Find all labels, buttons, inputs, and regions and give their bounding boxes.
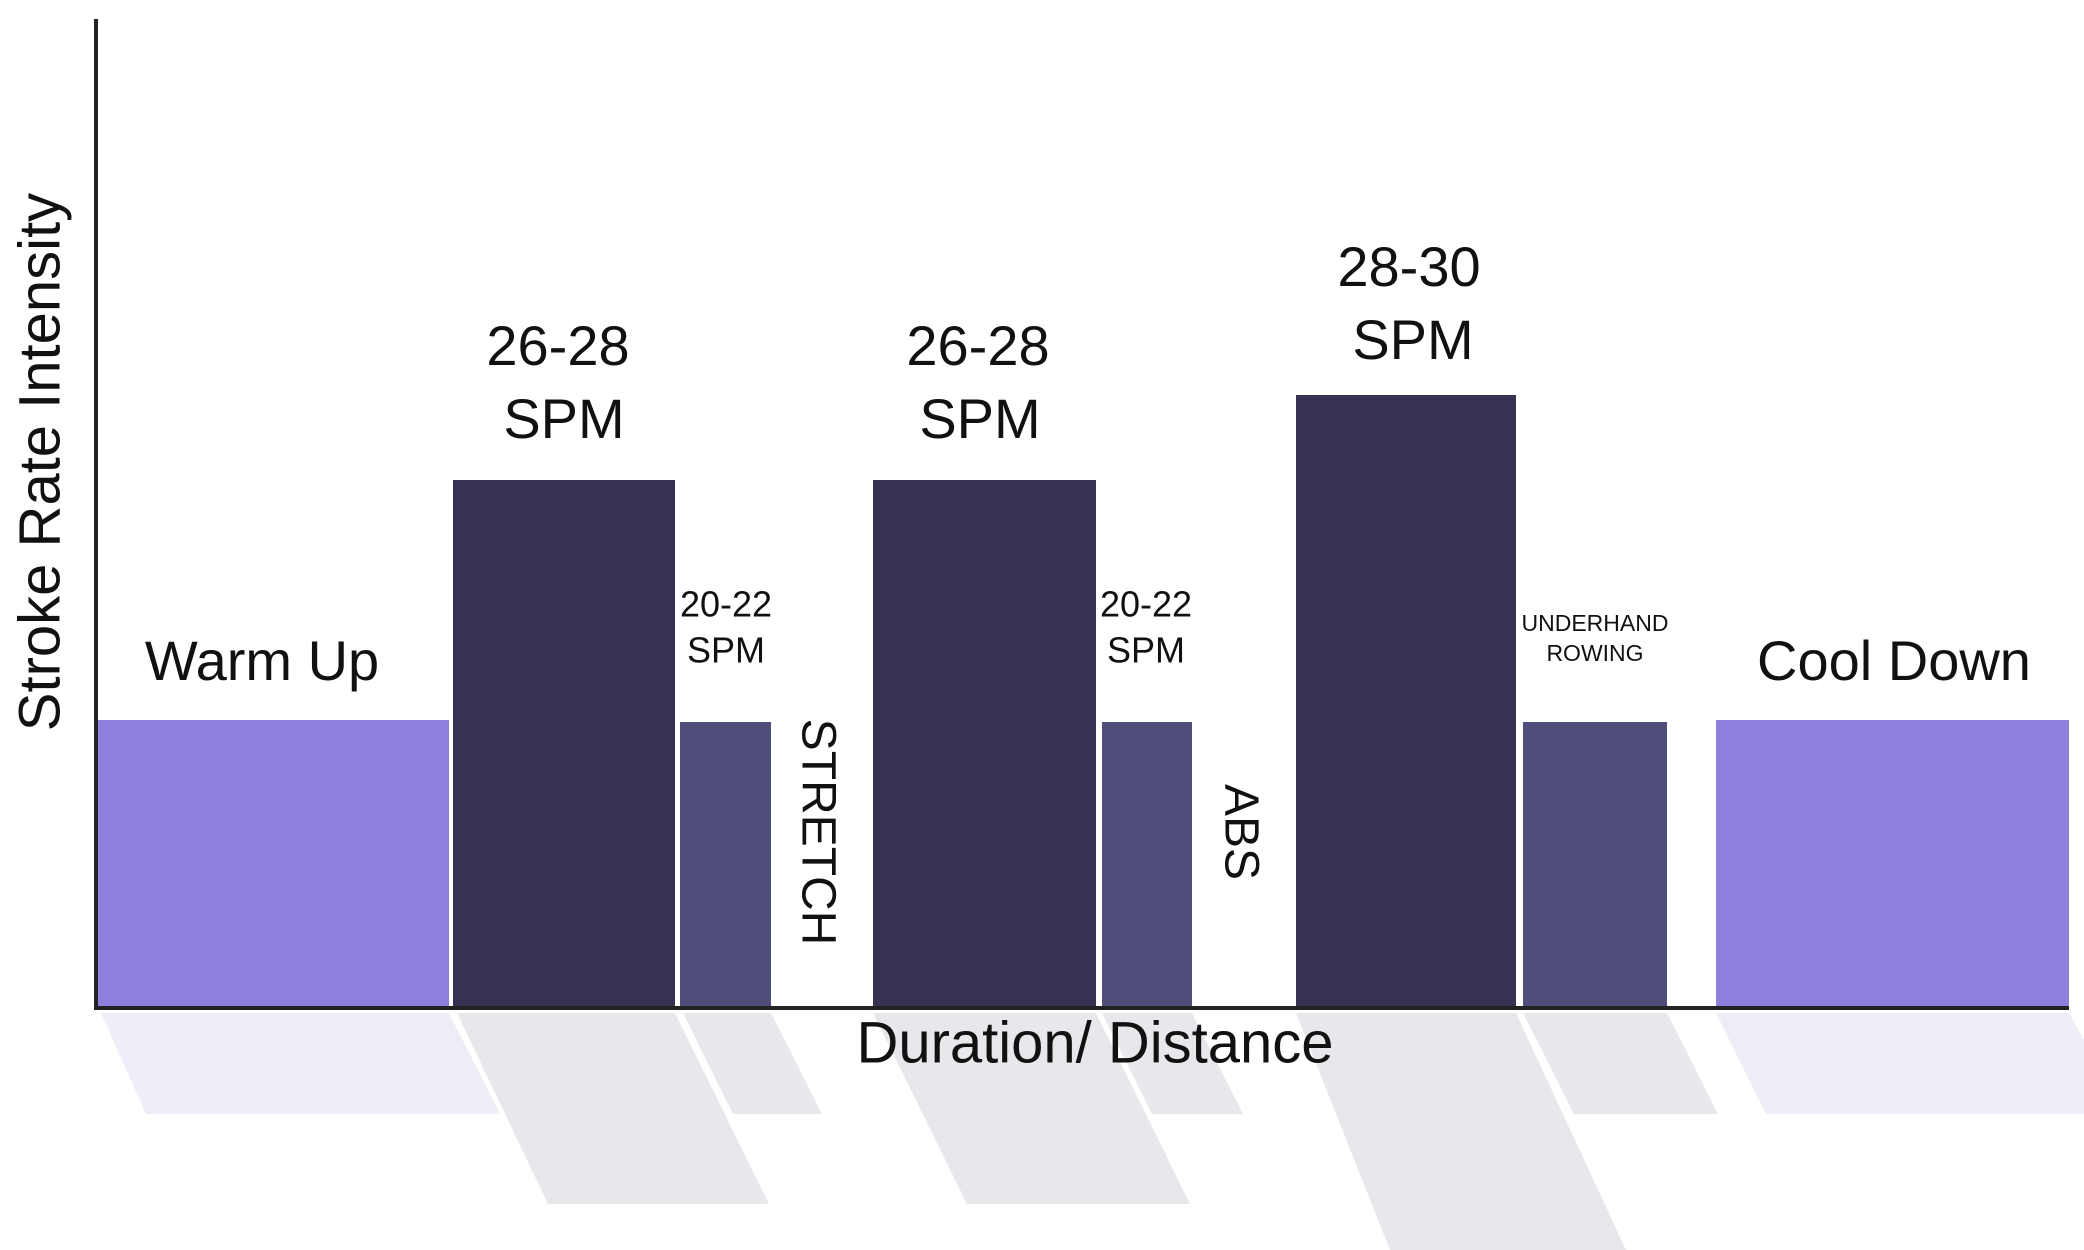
block-label: SPM: [1352, 308, 1473, 371]
block-label: 28-30: [1337, 235, 1480, 298]
shadow: [457, 1013, 769, 1204]
interval-block: [453, 480, 675, 1007]
rest-block: [680, 722, 771, 1007]
rest-block: [1523, 722, 1667, 1007]
shadows: [101, 1013, 2084, 1250]
block-label: SPM: [1107, 630, 1185, 671]
shadow: [1523, 1013, 1718, 1114]
block-label: 20-22: [1100, 584, 1192, 625]
rest-block: [1102, 722, 1192, 1007]
shadow: [101, 1013, 500, 1114]
block-label: ROWING: [1546, 640, 1643, 666]
y-axis-title: Stroke Rate Intensity: [7, 193, 72, 731]
blocks: [96, 395, 2069, 1007]
break-label: ABS: [1214, 784, 1267, 880]
block-label: SPM: [687, 630, 765, 671]
interval-block: [1296, 395, 1516, 1007]
block-label: Cool Down: [1757, 629, 2031, 692]
break-label: STRETCH: [791, 719, 844, 946]
shadow: [1716, 1013, 2084, 1114]
shadow: [873, 1013, 1190, 1204]
block-label: 26-28: [906, 314, 1049, 377]
block-label: Warm Up: [145, 629, 379, 692]
block-label: 20-22: [680, 584, 772, 625]
shadow: [1296, 1013, 1626, 1250]
axes: [94, 19, 2069, 1010]
block-label: 26-28: [486, 314, 629, 377]
block-label: UNDERHAND: [1522, 610, 1669, 636]
cool-down-block: [1716, 720, 2069, 1007]
interval-block: [873, 480, 1096, 1007]
block-label: SPM: [919, 387, 1040, 450]
warm-up-block: [96, 720, 449, 1007]
shadow: [1102, 1013, 1243, 1114]
block-label: SPM: [503, 387, 624, 450]
shadow: [683, 1013, 822, 1114]
x-axis-title: Duration/ Distance: [856, 1010, 1333, 1075]
